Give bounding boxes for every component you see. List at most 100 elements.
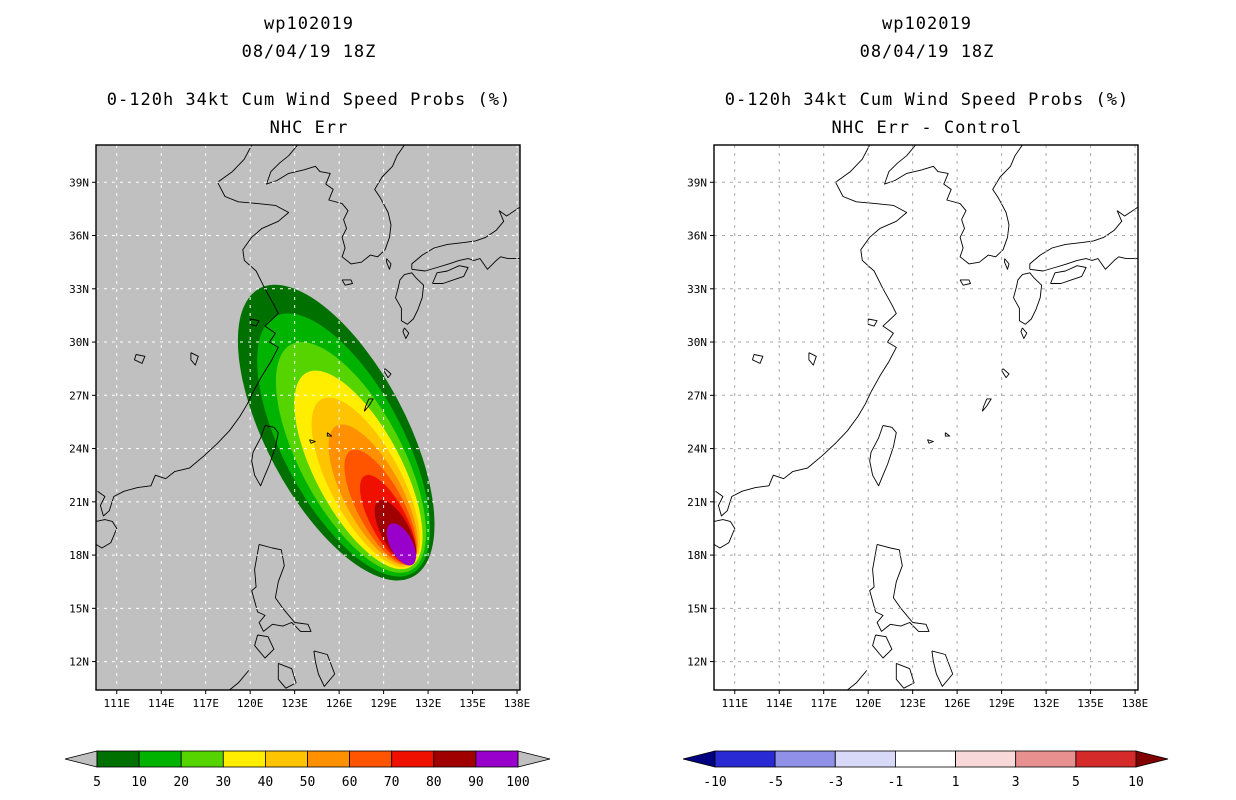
lat-tick-label: 21N xyxy=(69,496,89,509)
colorbar-tick-label: 20 xyxy=(173,775,189,790)
colorbar-segment xyxy=(475,750,519,768)
colorbar-segment xyxy=(834,750,896,768)
lat-tick-label: 27N xyxy=(69,389,89,402)
probability-map: 12N 15N 18N 21N 24N 27N 30N 33N 36N 39N 111E 114E 11… xyxy=(64,144,551,790)
coastline xyxy=(1020,327,1028,339)
storm-id: wp102019 xyxy=(882,14,972,34)
lon-tick-label: 123E xyxy=(281,697,308,710)
colorbar-right-arrow xyxy=(517,750,551,768)
lon-tick-label: 138E xyxy=(1122,697,1149,710)
lon-tick-label: 129E xyxy=(370,697,397,710)
colorbar-tick-label: 3 xyxy=(1012,775,1020,790)
lon-tick-label: 120E xyxy=(855,697,882,710)
colorbar-left-arrow xyxy=(682,750,716,768)
coastline xyxy=(411,206,520,272)
colorbar-segment xyxy=(349,750,393,768)
coastline xyxy=(1050,265,1087,284)
coastline xyxy=(251,543,312,632)
coastline xyxy=(313,650,336,687)
colorbar-tick-label: 100 xyxy=(506,775,529,790)
lat-tick-label: 24N xyxy=(687,443,707,456)
colorbar-tick-label: 70 xyxy=(384,775,400,790)
coastline xyxy=(1013,272,1043,325)
colorbar-tick-label: 10 xyxy=(1128,775,1144,790)
colorbar-segment xyxy=(714,750,776,768)
lat-tick-label: 15N xyxy=(69,602,89,615)
storm-id: wp102019 xyxy=(264,14,354,34)
coastline xyxy=(402,327,410,339)
lon-tick-label: 111E xyxy=(722,697,749,710)
coastline xyxy=(714,519,736,549)
colorbar-right-arrow xyxy=(1135,750,1169,768)
coastline xyxy=(229,670,250,690)
init-time: 08/04/19 18Z xyxy=(859,42,995,62)
colorbar-tick-label: -1 xyxy=(888,775,904,790)
coastline xyxy=(959,279,971,286)
lon-tick-label: 138E xyxy=(504,697,531,710)
lon-tick-label: 135E xyxy=(1077,697,1104,710)
coastline xyxy=(715,145,908,517)
colorbar-tick-label: -3 xyxy=(827,775,843,790)
lon-tick-label: 111E xyxy=(104,697,131,710)
coastline xyxy=(254,634,275,659)
colorbar-segment xyxy=(180,750,224,768)
map-layers xyxy=(714,145,1138,690)
panel-nhc-err-minus-control: 12N 15N 18N 21N 24N 27N 30N 33N 36N 39N 111E 114E 11… xyxy=(618,0,1236,800)
lon-tick-label: 114E xyxy=(148,697,175,710)
init-time: 08/04/19 18Z xyxy=(241,42,377,62)
map-frame xyxy=(95,144,521,691)
colorbar-tick-label: 5 xyxy=(1072,775,1080,790)
colorbar-segment xyxy=(433,750,477,768)
colorbar-segment xyxy=(955,750,1017,768)
lat-tick-label: 21N xyxy=(687,496,707,509)
coastline xyxy=(1029,206,1138,272)
coastline xyxy=(1004,258,1010,270)
colorbar-left-arrow xyxy=(64,750,98,768)
coastline xyxy=(869,425,897,487)
colorbar-tick-label: 10 xyxy=(131,775,147,790)
colorbar-segment xyxy=(264,750,308,768)
coastline xyxy=(847,670,868,690)
coastline xyxy=(884,145,1023,265)
lon-tick-label: 117E xyxy=(192,697,219,710)
map-layers xyxy=(96,145,520,690)
lat-tick-label: 12N xyxy=(687,656,707,669)
map-frame xyxy=(713,144,1139,691)
coastline xyxy=(97,145,290,517)
colorbar-segment xyxy=(307,750,350,768)
lat-tick-label: 39N xyxy=(69,176,89,189)
lat-tick-label: 24N xyxy=(69,443,89,456)
lat-tick-label: 12N xyxy=(69,656,89,669)
colorbar-segment xyxy=(138,750,182,768)
lat-tick-label: 27N xyxy=(687,389,707,402)
variable-title: 0-120h 34kt Cum Wind Speed Probs (%) xyxy=(724,90,1130,110)
colorbar-segment xyxy=(1015,750,1077,768)
colorbar-segment xyxy=(222,750,266,768)
colorbar-tick-label: 5 xyxy=(93,775,101,790)
lon-tick-label: 114E xyxy=(766,697,793,710)
coastline xyxy=(944,432,951,437)
lat-tick-label: 33N xyxy=(687,283,707,296)
lon-tick-label: 120E xyxy=(237,697,264,710)
lon-tick-label: 126E xyxy=(944,697,971,710)
colorbar-tick-label: -10 xyxy=(703,775,726,790)
lon-tick-label: 117E xyxy=(810,697,837,710)
coastline xyxy=(363,398,374,412)
colorbar-tick-label: 90 xyxy=(468,775,484,790)
panel-nhc-err: 12N 15N 18N 21N 24N 27N 30N 33N 36N 39N 111E 114E 11… xyxy=(64,14,551,790)
colorbar-segment xyxy=(1075,750,1137,768)
coastline xyxy=(266,145,405,265)
coastline xyxy=(927,439,934,444)
colorbar-segment xyxy=(391,750,435,768)
coastline xyxy=(432,265,469,284)
coastline xyxy=(895,662,915,689)
coastline xyxy=(309,439,316,444)
coastline xyxy=(326,432,333,437)
colorbar-tick-label: -5 xyxy=(767,775,783,790)
colorbar-segment xyxy=(894,750,956,768)
coastline xyxy=(134,354,146,364)
coastline xyxy=(190,352,199,366)
coastline xyxy=(395,272,425,325)
lon-tick-label: 123E xyxy=(899,697,926,710)
